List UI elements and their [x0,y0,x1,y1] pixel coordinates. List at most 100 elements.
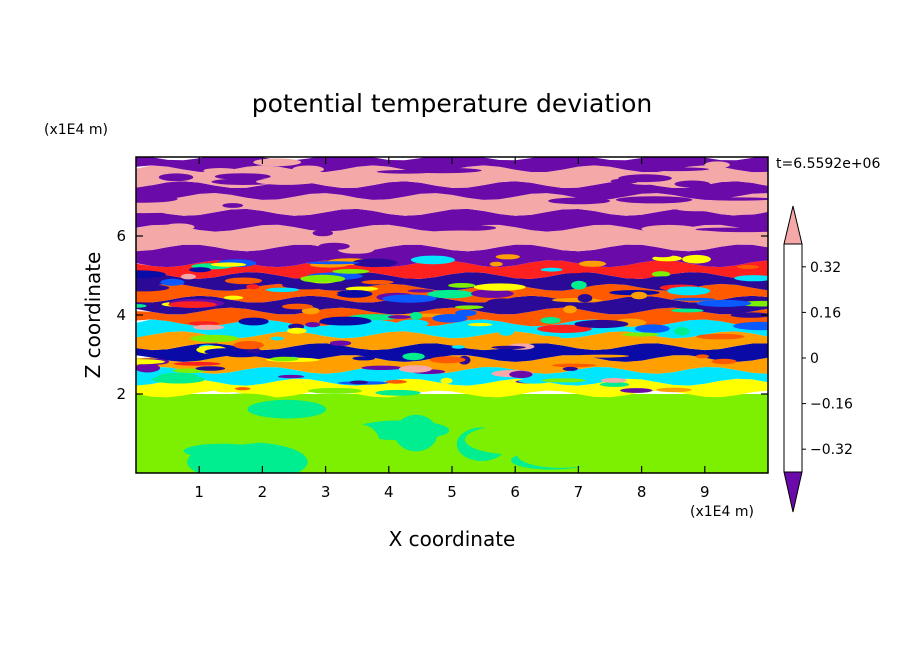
y-tick-label: 6 [116,227,126,245]
x-tick-label: 8 [637,483,647,501]
contour-blob [641,224,697,233]
contour-blob [696,333,745,340]
contour-blob [270,356,299,362]
contour-blob [253,158,302,167]
contour-blob [518,378,551,384]
contour-blob [302,292,339,296]
contour-blob [711,358,737,365]
contour-blob [702,197,768,201]
contour-band [136,272,768,291]
contour-blob [238,317,269,326]
contour-blob [164,206,194,213]
contour-blob [423,224,497,232]
contour-blob [656,387,692,393]
y-tick-label: 2 [116,385,126,403]
contour-blob [204,348,245,356]
x-tick-label: 6 [510,483,520,501]
contour-blob [541,378,586,383]
colorbar-label: −0.32 [810,442,853,458]
contour-blob [674,180,711,188]
contour-blob [610,178,639,184]
contour-blob [551,297,603,303]
x-tick-label: 4 [384,483,394,501]
contour-blob [736,265,759,269]
contour-blob [233,340,264,350]
contour-blob [467,323,493,327]
contour-blob [616,196,693,204]
contour-blob [370,199,413,207]
contour-blob [672,297,716,301]
contour-blob [397,319,429,328]
contour-blob [136,363,160,373]
colorbar: 0.32 0.16 0 −0.16 −0.32 [783,205,853,513]
x-tick-label: 7 [574,483,584,501]
contour-blob [429,356,466,364]
colorbar-frame [783,243,803,473]
contour-blob [695,354,709,359]
texture-layer [136,158,768,473]
contour-blob [307,387,363,394]
contour-blob [136,270,166,279]
contour-blob [332,269,370,274]
contour-blob [336,424,380,462]
contour-blob [402,352,425,361]
contour-blob [427,289,474,299]
contour-blob [634,324,670,333]
contour-blob [287,327,307,334]
x-tick-label: 3 [321,483,331,501]
contour-blob [432,314,468,323]
contour-blob [247,399,326,419]
contour-blob [734,275,768,282]
contour-blob [136,304,147,308]
contour-blob [214,173,271,180]
contour-blob [651,271,671,278]
x-tick-label: 1 [194,483,204,501]
contour-blob [277,374,305,379]
contour-blob [454,305,484,310]
contour-band [136,244,768,268]
contour-blob [292,165,324,174]
contour-blob [329,340,352,346]
contour-blob [491,345,526,350]
contour-blob [563,305,577,314]
contour-blob [255,178,316,185]
contour-blob [620,388,653,393]
contour-blob [136,359,165,365]
contour-blob [646,276,694,282]
contour-blob [136,284,170,292]
contour-blob [163,223,195,231]
contour-blob [511,335,561,340]
contour-blob [552,363,596,368]
contour-band [136,224,768,252]
contour-blob [674,327,690,336]
contour-blob [224,277,263,285]
contour-blob [574,319,629,329]
contour-blob [188,321,219,326]
contour-blob [385,379,407,384]
y-axis-label: Z coordinate [81,252,105,379]
contour-blob [723,214,768,223]
contour-blob [300,274,346,283]
y-unit-label: (x1E4 m) [44,122,108,138]
contour-blob [486,298,518,308]
y-axis: 2 4 6 [116,227,768,403]
contour-blob [388,315,411,319]
contour-blob [210,262,247,267]
contour-blob [382,294,437,303]
contour-blob [451,345,465,349]
contour-band [136,295,768,315]
contour-band [136,355,768,374]
contour-blob [733,321,768,331]
colorbar-label: 0.16 [810,305,841,321]
contour-blob [152,375,205,384]
contour-blob [192,324,225,330]
contour-blob [152,337,185,346]
contour-blob [695,227,761,232]
contour-band [136,181,768,200]
contour-blob [622,332,660,337]
contour-blob [195,366,226,371]
contour-blob [180,273,196,280]
contour-band [136,208,768,232]
contour-band [136,193,768,216]
x-axis-label: X coordinate [389,527,516,551]
